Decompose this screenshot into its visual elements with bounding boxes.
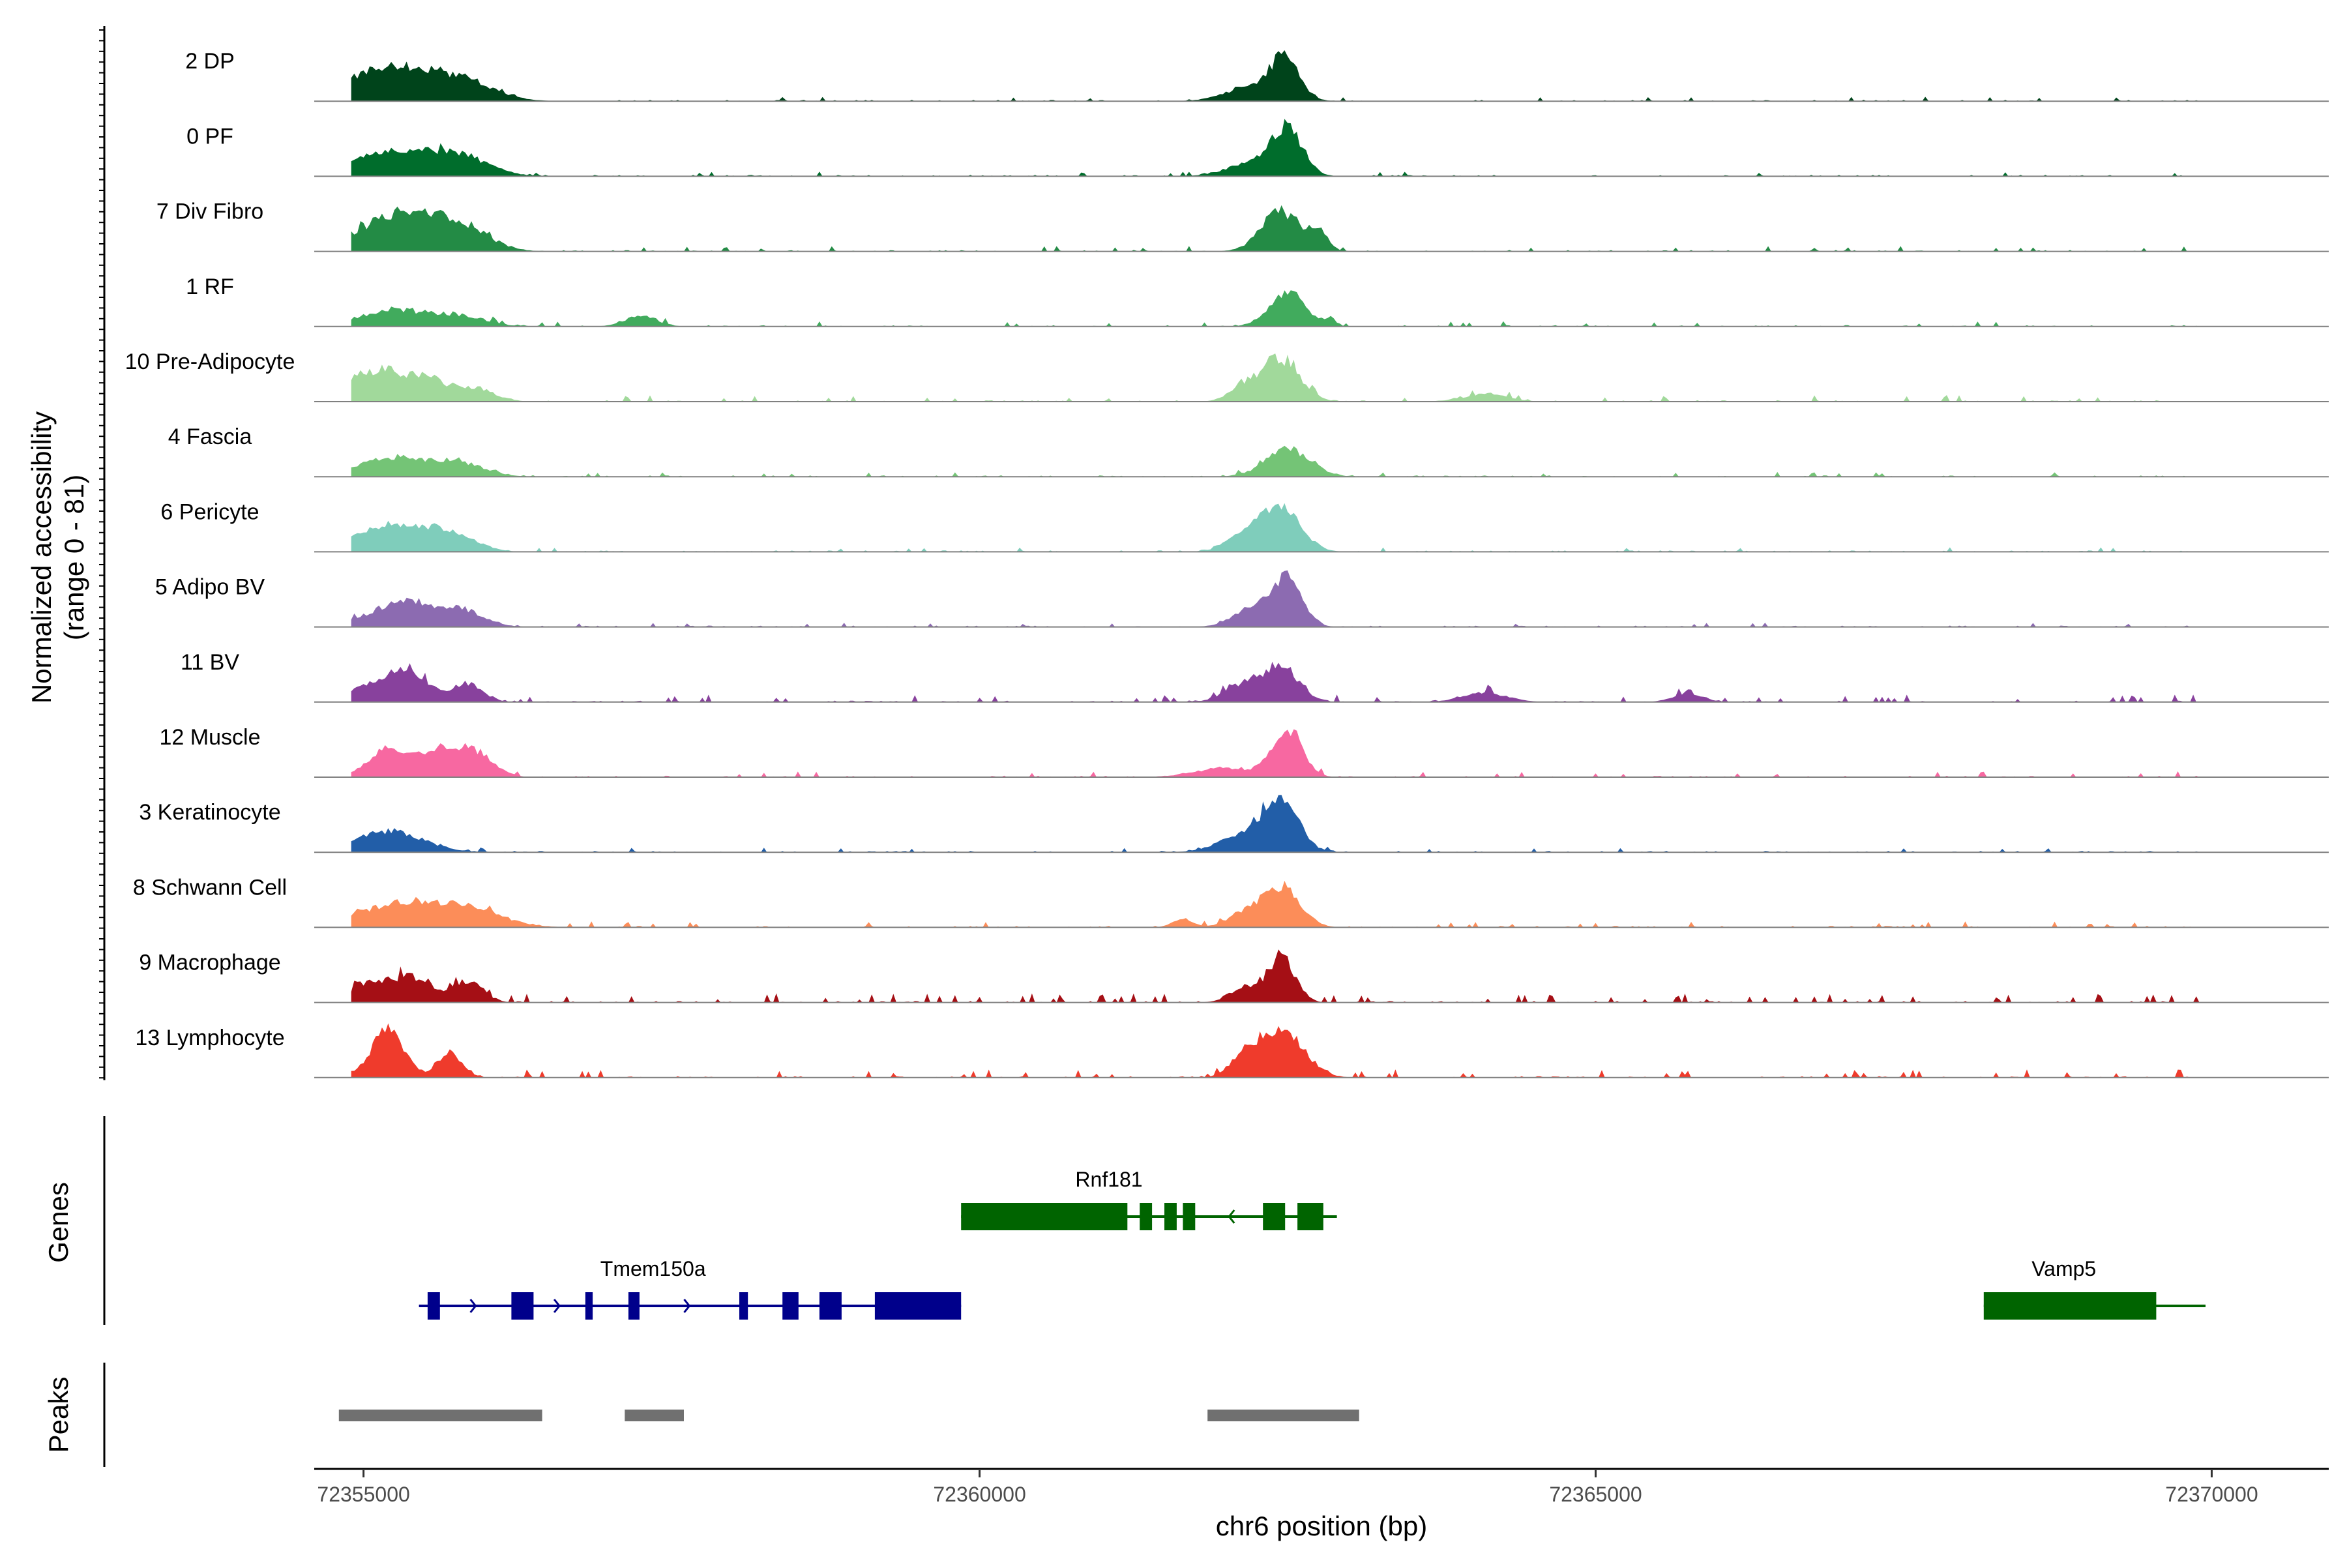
gene-exon (961, 1203, 1128, 1230)
track-4-fascia: 4 Fascia (168, 424, 2329, 478)
gene-exon (819, 1292, 842, 1320)
peak-bar (625, 1410, 684, 1421)
track-2-dp: 2 DP (185, 49, 2329, 102)
coverage-area (351, 50, 2200, 102)
coverage-area (351, 795, 2200, 853)
coverage-tracks: 2 DP 0 PF 7 Div Fibro 1 RF 10 Pre-Adipocyte 4… (125, 49, 2329, 1078)
gene-tmem150a: Tmem150a (419, 1257, 962, 1320)
gene-exon (628, 1292, 640, 1320)
y-axis-range: (range 0 - 81) (59, 475, 89, 640)
peak-bar (338, 1410, 542, 1421)
genes-track: Rnf181 Tmem150a Vamp5 (103, 1116, 2206, 1325)
gene-exon (1263, 1203, 1286, 1230)
strand-arrow (1228, 1209, 1235, 1224)
track-label: 11 BV (181, 650, 239, 675)
track-label: 1 RF (186, 274, 234, 299)
gene-label: Vamp5 (2031, 1257, 2096, 1280)
gene-exon (739, 1292, 748, 1320)
track-label: 5 Adipo BV (155, 575, 265, 600)
coverage-area (351, 503, 2200, 552)
coverage-area (351, 353, 2200, 402)
gene-exon (874, 1292, 962, 1320)
track-3-keratinocyte: 3 Keratinocyte (139, 795, 2329, 853)
gene-exon (1297, 1203, 1323, 1230)
gene-exon (511, 1292, 534, 1320)
gene-exon (782, 1292, 799, 1320)
y-axis (99, 26, 106, 1080)
x-tick-label: 72360000 (933, 1483, 1026, 1506)
coverage-area (351, 119, 2200, 177)
track-label: 8 Schwann Cell (133, 875, 287, 900)
gene-label: Rnf181 (1075, 1168, 1142, 1191)
peaks-title: Peaks (43, 1377, 74, 1453)
track-13-lymphocyte: 13 Lymphocyte (135, 1023, 2329, 1078)
track-1-rf: 1 RF (186, 274, 2329, 327)
track-8-schwann-cell: 8 Schwann Cell (133, 875, 2329, 928)
track-label: 7 Div Fibro (156, 200, 263, 224)
strand-arrow (683, 1299, 691, 1313)
x-tick-label: 72355000 (317, 1483, 409, 1506)
gene-exon (1140, 1203, 1153, 1230)
gene-exon (585, 1292, 593, 1320)
track-label: 4 Fascia (168, 424, 252, 449)
track-label: 6 Pericyte (160, 499, 259, 524)
strand-arrow (469, 1299, 477, 1313)
coverage-area (351, 662, 2200, 702)
track-label: 2 DP (185, 49, 235, 74)
x-tick-label: 72365000 (1549, 1483, 1642, 1506)
track-label: 10 Pre-Adipocyte (125, 349, 295, 374)
track-label: 9 Macrophage (139, 951, 280, 975)
strand-arrow (553, 1299, 561, 1313)
gene-label: Tmem150a (600, 1257, 706, 1280)
track-10-pre-adipocyte: 10 Pre-Adipocyte (125, 349, 2329, 402)
gene-rnf181: Rnf181 (961, 1168, 1337, 1230)
gene-exon (427, 1292, 440, 1320)
coverage-area (351, 1023, 2200, 1078)
x-axis: 72355000 72360000 72365000 72370000 (314, 1468, 2329, 1506)
track-label: 3 Keratinocyte (139, 800, 280, 825)
track-6-pericyte: 6 Pericyte (160, 499, 2329, 553)
coverage-area (351, 570, 2200, 627)
coverage-area (351, 880, 2200, 928)
coverage-area (351, 949, 2200, 1003)
coverage-area (351, 205, 2200, 252)
y-axis-title: Normalized accessibility (26, 411, 57, 703)
peak-bar (1207, 1410, 1359, 1421)
x-tick-label: 72370000 (2165, 1483, 2258, 1506)
genes-title: Genes (43, 1182, 74, 1263)
track-7-div-fibro: 7 Div Fibro (156, 200, 2329, 252)
track-9-macrophage: 9 Macrophage (139, 949, 2329, 1003)
x-axis-title: chr6 position (bp) (1216, 1511, 1428, 1541)
track-label: 0 PF (186, 124, 233, 149)
track-12-muscle: 12 Muscle (160, 725, 2329, 778)
track-0-pf: 0 PF (186, 119, 2329, 177)
gene-vamp5: Vamp5 (1983, 1257, 2206, 1320)
gene-exon (1983, 1292, 2157, 1320)
track-5-adipo-bv: 5 Adipo BV (155, 570, 2329, 628)
peaks-track (103, 1363, 1359, 1467)
track-11-bv: 11 BV (181, 650, 2329, 703)
coverage-area (351, 445, 2200, 477)
gene-exon (1164, 1203, 1177, 1230)
track-label: 13 Lymphocyte (135, 1026, 284, 1050)
track-label: 12 Muscle (160, 725, 261, 750)
coverage-area (351, 729, 2200, 777)
coverage-area (351, 290, 2200, 327)
gene-exon (1183, 1203, 1196, 1230)
